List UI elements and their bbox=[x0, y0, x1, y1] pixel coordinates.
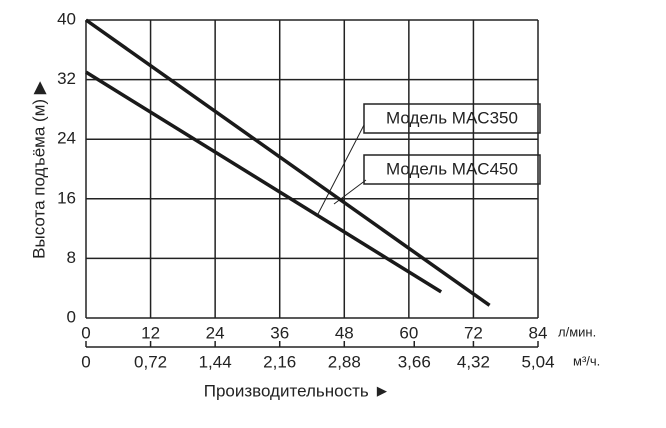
x-tick-label: 24 bbox=[206, 323, 225, 342]
annotation: Модель MAC350 bbox=[386, 108, 518, 127]
x2-tick-label: 3,66 bbox=[398, 352, 431, 371]
x-tick-label: 12 bbox=[141, 323, 160, 342]
y-tick-label: 32 bbox=[57, 69, 76, 88]
x2-tick-label: 2,16 bbox=[263, 352, 296, 371]
series-line bbox=[85, 70, 443, 294]
x2-tick-label: 4,32 bbox=[457, 352, 490, 371]
y-tick-label: 40 bbox=[57, 9, 76, 28]
x-tick-label: 36 bbox=[270, 323, 289, 342]
y-tick-label: 16 bbox=[57, 188, 76, 207]
x2-tick-label: 0,72 bbox=[134, 352, 167, 371]
x-tick-label: 0 bbox=[81, 323, 90, 342]
y-tick-label: 24 bbox=[57, 129, 76, 148]
x-tick-label: 72 bbox=[464, 323, 483, 342]
y-tick-label: 0 bbox=[67, 307, 76, 326]
y-tick-label: 8 bbox=[67, 248, 76, 267]
series-line bbox=[84, 18, 491, 307]
x2-tick-label: 2,88 bbox=[328, 352, 361, 371]
x2-tick-label: 5,04 bbox=[521, 352, 554, 371]
x2-tick-label: 1,44 bbox=[199, 352, 232, 371]
x-tick-label: 48 bbox=[335, 323, 354, 342]
y-axis-label: Высота подъёма (м) ▶ bbox=[29, 80, 48, 259]
x-unit: л/мин. bbox=[558, 324, 596, 339]
annotation-box bbox=[363, 103, 541, 134]
x-tick-label: 60 bbox=[399, 323, 418, 342]
annotation: Модель MAC450 bbox=[386, 159, 518, 178]
x-axis-label: Производительность ► bbox=[204, 381, 391, 400]
x2-unit: м³/ч. bbox=[573, 353, 600, 368]
x2-tick-label: 0 bbox=[81, 352, 90, 371]
x-tick-label: 84 bbox=[529, 323, 548, 342]
annotation-box bbox=[363, 154, 541, 185]
